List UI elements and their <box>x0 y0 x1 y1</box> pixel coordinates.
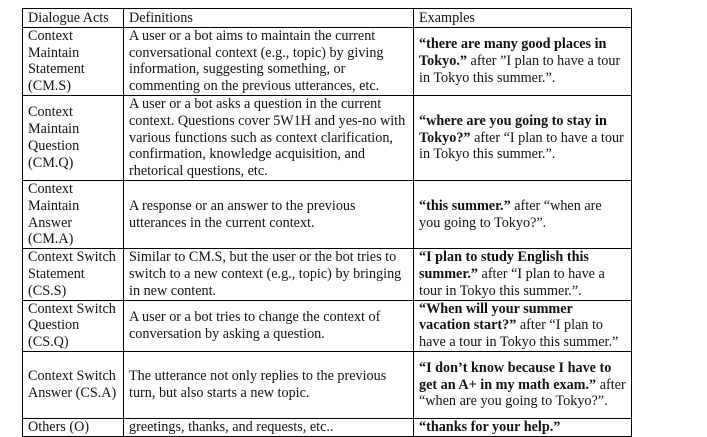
example-cell: “thanks for your help.” <box>413 417 632 437</box>
example-utterance: “this summer.” <box>419 197 511 214</box>
table-row: Context Switch Question (CS.Q) A user or… <box>22 299 632 352</box>
table-row: Context Switch Statement (CS.S) Similar … <box>22 248 632 301</box>
act-cell: Context Switch Answer (CS.A) <box>22 350 124 419</box>
definition-cell: A user or a bot asks a question in the c… <box>123 94 414 181</box>
example-context: after “when are you going to Tokyo?”. <box>419 376 626 410</box>
definition-cell: Similar to CM.S, but the user or the bot… <box>123 248 414 301</box>
example-context: after “I plan to have a tour in Tokyo th… <box>419 265 605 299</box>
table-row: Context Switch Answer (CS.A) The utteran… <box>22 350 632 419</box>
definition-cell: A response or an answer to the previous … <box>123 179 414 250</box>
example-cell: “this summer.” after “when are you going… <box>413 179 632 250</box>
example-utterance: “there are many good places in Tokyo.” <box>419 36 607 69</box>
header-dialogue-acts: Dialogue Acts <box>22 8 124 28</box>
example-cell: “there are many good places in Tokyo.” a… <box>413 26 632 96</box>
example-cell: “where are you going to stay in Tokyo?” … <box>413 94 632 181</box>
act-cell: Context Maintain Statement (CM.S) <box>22 26 124 96</box>
table-row: Others (O) greetings, thanks, and reques… <box>22 417 632 437</box>
definition-cell: greetings, thanks, and requests, etc.. <box>123 417 414 437</box>
dialogue-acts-table: Dialogue Acts Definitions Examples Conte… <box>22 8 632 437</box>
header-row: Dialogue Acts Definitions Examples <box>22 8 632 28</box>
example-context: after “I plan to have a tour in Tokyo th… <box>419 317 619 351</box>
example-cell: “I plan to study English this summer.” a… <box>413 248 632 301</box>
header-definitions: Definitions <box>123 8 414 28</box>
act-cell: Context Switch Statement (CS.S) <box>22 248 124 301</box>
definition-cell: A user or a bot aims to maintain the cur… <box>123 26 414 96</box>
act-cell: Context Maintain Question (CM.Q) <box>22 94 124 181</box>
example-context: after “I plan to have a tour in Tokyo th… <box>419 129 624 163</box>
definition-cell: A user or a bot tries to change the cont… <box>123 299 414 352</box>
example-utterance: “When will your summer vacation start?” <box>419 300 573 334</box>
example-utterance: “I don’t know because I have to get an A… <box>419 359 612 393</box>
definition-cell: The utterance not only replies to the pr… <box>123 350 414 419</box>
example-context: after “when are you going to Tokyo?”. <box>419 197 602 231</box>
example-utterance: “where are you going to stay in Tokyo?” <box>419 112 607 146</box>
act-cell: Others (O) <box>22 417 124 437</box>
example-cell: “When will your summer vacation start?” … <box>413 299 632 352</box>
table-row: Context Maintain Question (CM.Q) A user … <box>22 94 632 181</box>
example-cell: “I don’t know because I have to get an A… <box>413 350 632 419</box>
example-utterance: “I plan to study English this summer.” <box>419 249 589 282</box>
table-row: Context Maintain Answer (CM.A) A respons… <box>22 179 632 250</box>
act-cell: Context Maintain Answer (CM.A) <box>22 179 124 250</box>
header-examples: Examples <box>413 8 632 28</box>
example-context: after ”I plan to have a tour in Tokyo th… <box>419 52 621 86</box>
table-row: Context Maintain Statement (CM.S) A user… <box>22 26 632 96</box>
act-cell: Context Switch Question (CS.Q) <box>22 299 124 352</box>
